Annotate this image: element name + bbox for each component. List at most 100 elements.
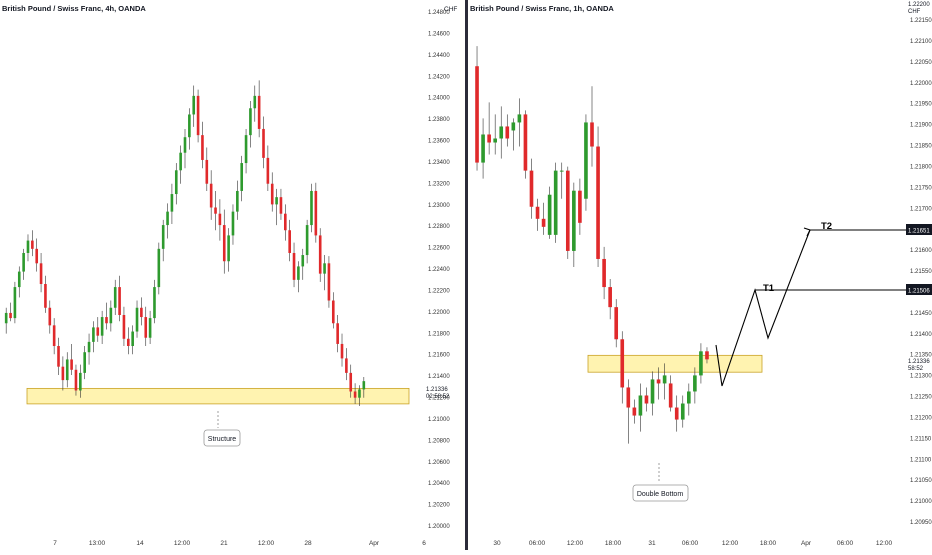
right-y-tick-label: 1.21750 [910, 185, 932, 191]
double-bottom-label: Double Bottom [637, 491, 683, 498]
left-y-tick-label: 1.24800 [428, 10, 450, 16]
right-y-tick-label: 1.21900 [910, 123, 932, 129]
left-y-tick-label: 1.20200 [428, 503, 450, 509]
right-candle-body [632, 407, 637, 416]
right-candle-body [626, 387, 631, 408]
right-candle-body [559, 170, 564, 172]
structure-label-box [203, 429, 241, 447]
right-candle-body [590, 122, 594, 147]
left-candle-body [310, 190, 313, 226]
left-candle-body [214, 207, 217, 214]
left-candle-body [140, 307, 143, 318]
right-candle-body [638, 395, 643, 416]
left-candle-body [52, 325, 56, 347]
left-candle-body [236, 190, 239, 212]
left-candle-body [249, 108, 252, 136]
left-candle-body [131, 331, 134, 347]
left-x-tick-label: 12:00 [174, 540, 191, 547]
right-y-tick-label: 1.21400 [910, 332, 932, 338]
left-candle-body [70, 359, 73, 370]
left-candle-body [262, 128, 265, 158]
left-y-tick-label: 1.22000 [428, 310, 450, 316]
right-x-tick-label: 12:00 [876, 540, 893, 547]
right-candle-body [475, 66, 479, 163]
left-candle-body [126, 338, 130, 347]
right-y-tick-label: 1.21250 [910, 395, 932, 401]
left-candle-body [345, 358, 348, 373]
right-candle-body [517, 114, 522, 123]
left-y-tick-label: 1.20400 [428, 481, 450, 487]
t2-price: 1.21651 [908, 229, 930, 235]
left-candle-body [331, 300, 335, 324]
left-y-tick-label: 1.21400 [428, 374, 450, 380]
left-candle-body [205, 159, 209, 184]
left-y-tick-label: 1.22600 [428, 246, 450, 252]
right-y-tick-label: 1.21800 [910, 164, 932, 170]
left-y-tick-label: 1.24000 [428, 96, 450, 102]
right-candle-body [481, 134, 485, 163]
right-x-tick-label: 12:00 [567, 540, 584, 547]
right-y-tick-label: 1.21350 [910, 353, 932, 359]
left-candle-body [83, 352, 86, 373]
right-candle-body [584, 122, 588, 199]
left-y-tick-label: 1.22800 [428, 224, 450, 230]
left-y-tick-label: 1.20600 [428, 460, 450, 466]
right-candle-body [487, 134, 491, 143]
left-candle-body [26, 240, 30, 253]
left-candle-body [153, 287, 156, 319]
right-support-zone [587, 354, 763, 373]
right-y-tick-label: 1.21700 [910, 206, 932, 212]
right-x-tick-label: 30 [493, 540, 501, 547]
right-candle-body [553, 170, 558, 235]
left-x-tick-label: 28 [304, 540, 312, 547]
right-y-tick-label: 1.21950 [910, 102, 932, 108]
left-candle-body [17, 271, 21, 288]
left-candle-body [92, 327, 95, 342]
left-candle-body [218, 213, 222, 226]
left-y-tick-label: 1.20800 [428, 438, 450, 444]
right-candle-body [680, 403, 685, 420]
right-candle-body [499, 126, 504, 139]
right-candle-body [541, 218, 546, 227]
right-candle-body [674, 407, 679, 420]
right-candle-body [662, 375, 667, 384]
right-y-tick-label: 1.21200 [910, 415, 932, 421]
left-candle-body [257, 95, 261, 129]
left-candle-body [353, 391, 357, 398]
right-y-tick-label: 1.22050 [910, 60, 932, 66]
left-currency-label: CHF [444, 6, 457, 13]
left-candle-body [253, 95, 257, 109]
right-candle-body [650, 379, 655, 404]
left-candle-body [166, 211, 169, 226]
right-candle-body [547, 194, 552, 235]
left-candle-body [174, 170, 178, 195]
right-y-tick-label: 1.21100 [910, 457, 932, 463]
right-y-tick-label: 1.21450 [910, 311, 932, 317]
left-candle-body [161, 225, 165, 249]
left-candle-body [209, 183, 213, 208]
left-y-tick-label: 1.23600 [428, 139, 450, 145]
left-candle-body [87, 341, 91, 353]
left-x-tick-label: 13:00 [89, 540, 106, 547]
right-candle-body [614, 307, 619, 340]
left-candle-body [266, 157, 270, 184]
left-x-tick-label: 7 [53, 540, 57, 547]
left-candle-body [9, 312, 12, 319]
left-candle-body [284, 213, 287, 231]
t2-label: T2 [821, 221, 832, 232]
left-candle-body [362, 381, 366, 390]
t2-price-tag [906, 224, 932, 235]
left-y-tick-label: 1.23800 [428, 117, 450, 123]
double-bottom-annotation: Double Bottom [632, 463, 689, 502]
left-y-tick-label: 1.22200 [428, 288, 450, 294]
left-y-tick-label: 1.23200 [428, 181, 450, 187]
left-chart-title: British Pound / Swiss Franc, 4h, OANDA [2, 4, 146, 13]
left-candle-body [113, 287, 117, 308]
right-x-tick-label: 18:00 [760, 540, 777, 547]
right-candle-body [572, 190, 576, 251]
left-y-tick-label: 1.22400 [428, 267, 450, 273]
left-x-tick-label: 6 [422, 540, 426, 547]
left-candle-body [118, 287, 121, 315]
left-x-tick-label: Apr [369, 540, 380, 547]
left-candle-body [305, 225, 309, 256]
